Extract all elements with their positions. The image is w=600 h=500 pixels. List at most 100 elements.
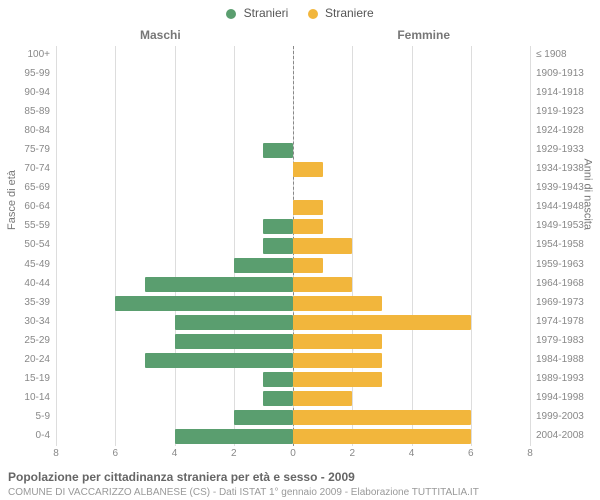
table-row: 40-441964-1968 [56, 275, 530, 294]
age-label: 95-99 [24, 68, 50, 79]
age-label: 50-54 [24, 239, 50, 250]
bar-female [293, 277, 352, 292]
bar-female [293, 219, 323, 234]
bar-male [263, 238, 293, 253]
gridline [530, 46, 531, 446]
birth-label: 1944-1948 [536, 201, 584, 212]
age-label: 30-34 [24, 316, 50, 327]
age-label: 55-59 [24, 220, 50, 231]
bar-male [175, 334, 294, 349]
table-row: 60-641944-1948 [56, 198, 530, 217]
table-row: 10-141994-1998 [56, 389, 530, 408]
birth-label: 1919-1923 [536, 106, 584, 117]
legend-dot-male [226, 9, 236, 19]
bar-male [263, 372, 293, 387]
birth-label: 1924-1928 [536, 125, 584, 136]
bar-female [293, 315, 471, 330]
bar-male [145, 353, 293, 368]
bar-female [293, 372, 382, 387]
bar-female [293, 334, 382, 349]
bar-female [293, 238, 352, 253]
x-tick-label: 2 [231, 448, 237, 459]
table-row: 25-291979-1983 [56, 332, 530, 351]
table-row: 45-491959-1963 [56, 256, 530, 275]
table-row: 85-891919-1923 [56, 103, 530, 122]
age-label: 60-64 [24, 201, 50, 212]
bar-female [293, 391, 352, 406]
table-row: 70-741934-1938 [56, 160, 530, 179]
legend: Stranieri Straniere [0, 6, 600, 20]
age-label: 75-79 [24, 144, 50, 155]
birth-label: 1909-1913 [536, 68, 584, 79]
table-row: 90-941914-1918 [56, 84, 530, 103]
birth-label: 1954-1958 [536, 239, 584, 250]
bar-female [293, 353, 382, 368]
age-label: 15-19 [24, 373, 50, 384]
legend-label-female: Straniere [325, 6, 374, 20]
birth-label: ≤ 1908 [536, 49, 567, 60]
age-label: 85-89 [24, 106, 50, 117]
birth-label: 1979-1983 [536, 335, 584, 346]
x-tick-label: 4 [409, 448, 415, 459]
x-tick-label: 2 [349, 448, 355, 459]
caption-title: Popolazione per cittadinanza straniera p… [8, 470, 355, 484]
age-label: 35-39 [24, 297, 50, 308]
table-row: 95-991909-1913 [56, 65, 530, 84]
birth-label: 1929-1933 [536, 144, 584, 155]
table-row: 55-591949-1953 [56, 217, 530, 236]
bar-male [115, 296, 293, 311]
bar-male [234, 410, 293, 425]
age-label: 10-14 [24, 392, 50, 403]
bar-male [263, 143, 293, 158]
side-header-female: Femmine [397, 28, 450, 42]
population-pyramid-chart: Stranieri Straniere Maschi Femmine Fasce… [0, 0, 600, 500]
bar-male [145, 277, 293, 292]
birth-label: 2004-2008 [536, 430, 584, 441]
legend-label-male: Stranieri [244, 6, 289, 20]
birth-label: 1959-1963 [536, 259, 584, 270]
bar-female [293, 410, 471, 425]
bar-female [293, 296, 382, 311]
y-axis-title-left: Fasce di età [6, 170, 18, 230]
birth-label: 1999-2003 [536, 411, 584, 422]
age-label: 90-94 [24, 87, 50, 98]
birth-label: 1989-1993 [536, 373, 584, 384]
table-row: 75-791929-1933 [56, 141, 530, 160]
birth-label: 1984-1988 [536, 354, 584, 365]
bar-male [175, 315, 294, 330]
legend-dot-female [308, 9, 318, 19]
birth-label: 1974-1978 [536, 316, 584, 327]
x-tick-label: 6 [468, 448, 474, 459]
bar-female [293, 200, 323, 215]
birth-label: 1969-1973 [536, 297, 584, 308]
age-label: 5-9 [36, 411, 50, 422]
age-label: 70-74 [24, 163, 50, 174]
table-row: 20-241984-1988 [56, 351, 530, 370]
x-tick-label: 0 [290, 448, 296, 459]
age-label: 25-29 [24, 335, 50, 346]
x-tick-label: 8 [527, 448, 533, 459]
x-tick-label: 8 [53, 448, 59, 459]
x-axis: 864202468 [56, 448, 530, 462]
bar-male [263, 391, 293, 406]
legend-item-male: Stranieri [226, 6, 291, 20]
plot-area: 100+≤ 190895-991909-191390-941914-191885… [56, 46, 530, 446]
age-label: 65-69 [24, 182, 50, 193]
birth-label: 1964-1968 [536, 278, 584, 289]
age-label: 45-49 [24, 259, 50, 270]
table-row: 80-841924-1928 [56, 122, 530, 141]
bar-female [293, 258, 323, 273]
side-header-male: Maschi [140, 28, 181, 42]
table-row: 50-541954-1958 [56, 236, 530, 255]
table-row: 30-341974-1978 [56, 313, 530, 332]
age-label: 80-84 [24, 125, 50, 136]
age-label: 40-44 [24, 278, 50, 289]
bar-male [175, 429, 294, 444]
birth-label: 1949-1953 [536, 220, 584, 231]
bar-male [263, 219, 293, 234]
table-row: 65-691939-1943 [56, 179, 530, 198]
age-label: 100+ [27, 49, 50, 60]
x-tick-label: 4 [172, 448, 178, 459]
table-row: 0-42004-2008 [56, 427, 530, 446]
birth-label: 1914-1918 [536, 87, 584, 98]
